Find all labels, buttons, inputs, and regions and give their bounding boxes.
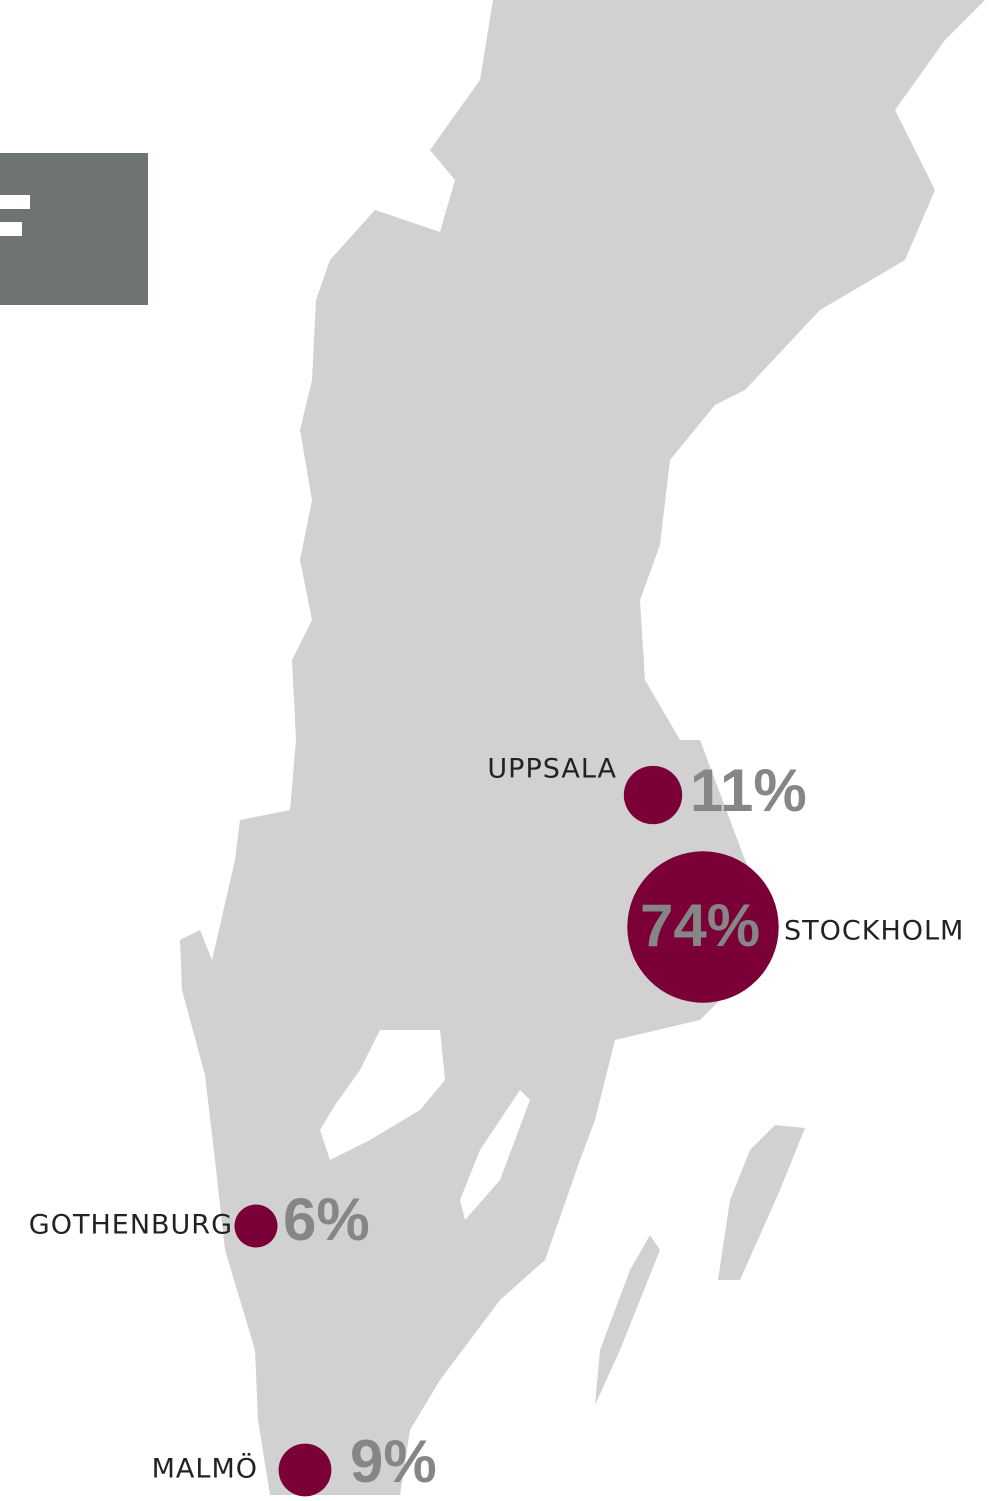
city-value-label: 11% (690, 757, 807, 824)
city-value-label: 6% (283, 1186, 370, 1253)
lake (460, 1090, 530, 1220)
header-box (0, 153, 148, 305)
city-bubble (278, 1443, 332, 1497)
city-value-label: 9% (350, 1428, 437, 1495)
city-value-label: 74% (640, 892, 760, 959)
city-name: STOCKHOLM (784, 916, 964, 947)
country-shape (180, 0, 985, 1495)
city-bubble (623, 765, 683, 825)
city-bubble (234, 1204, 278, 1248)
island (595, 1235, 660, 1405)
city-name: UPPSALA (487, 754, 617, 785)
header-glyph (0, 195, 30, 236)
island (718, 1125, 805, 1280)
lake (320, 1030, 445, 1160)
city-bubble (627, 851, 779, 1003)
city-name: GOTHENBURG (29, 1210, 233, 1241)
city-name: MALMÖ (152, 1453, 258, 1485)
